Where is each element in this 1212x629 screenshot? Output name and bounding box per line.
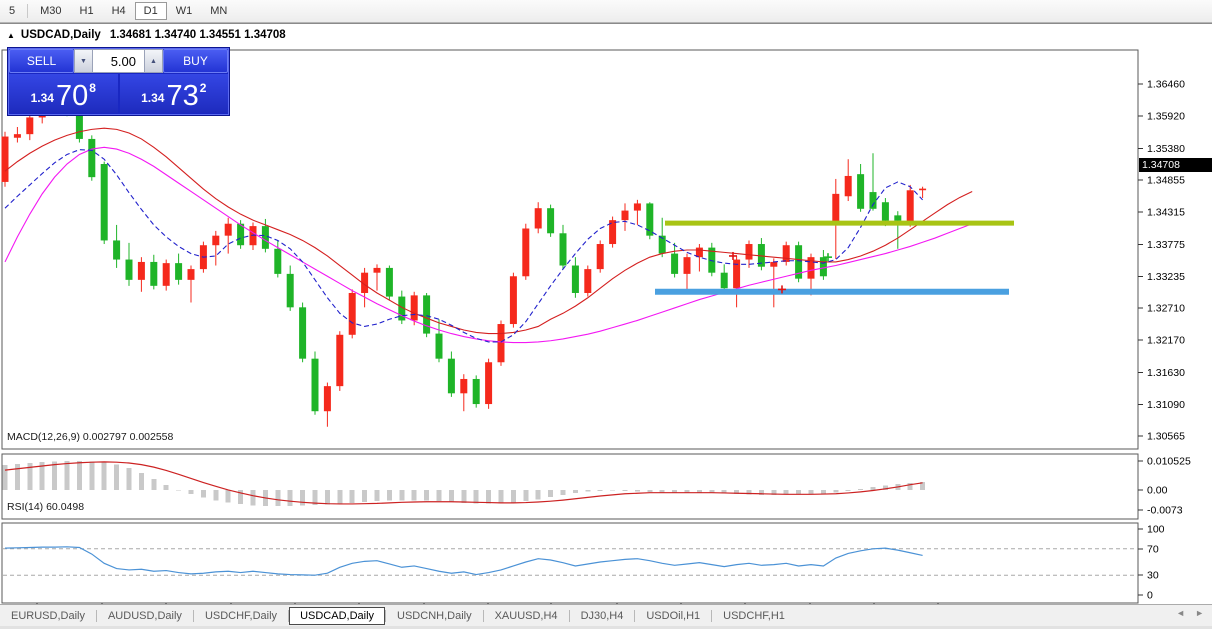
buy-price-big: 73 <box>166 80 199 112</box>
symbol-tab-USDCAD-Daily[interactable]: USDCAD,Daily <box>289 607 386 625</box>
tab-divider <box>288 610 290 622</box>
svg-text:1.32170: 1.32170 <box>1147 335 1185 347</box>
macd-series <box>2 461 926 507</box>
tab-scroll-right-icon[interactable]: ► <box>1195 608 1204 618</box>
chart-canvas[interactable]: 1.36460 1.35920 1.35380 1.34855 1.34315 1.337… <box>0 46 1212 628</box>
macd-indicator-label: MACD(12,26,9) 0.002797 0.002558 <box>7 431 174 443</box>
ohlc-values: 1.34681 1.34740 1.34551 1.34708 <box>109 29 286 41</box>
price-axis: 1.36460 1.35920 1.35380 1.34855 1.34315 1.337… <box>1138 79 1191 602</box>
trendlines <box>655 220 1014 295</box>
symbol-tab-AUDUSD-Daily[interactable]: AUDUSD,Daily <box>107 610 182 622</box>
tab-divider <box>385 610 387 622</box>
rsi-indicator-label: RSI(14) 60.0498 <box>7 501 85 513</box>
volume-increase-button[interactable]: ▲ <box>144 49 163 73</box>
svg-text:100: 100 <box>1147 524 1165 536</box>
sell-price-pip: 8 <box>89 81 96 95</box>
svg-text:-0.0073: -0.0073 <box>1147 505 1183 517</box>
buy-price-base: 1.34 <box>141 91 165 105</box>
symbol-tab-USDOil-H1[interactable]: USDOil,H1 <box>646 610 701 622</box>
volume-decrease-button[interactable]: ▼ <box>74 49 93 73</box>
svg-text:30: 30 <box>1147 570 1159 582</box>
symbol-tab-bar: EURUSD,Daily AUDUSD,Daily USDCHF,Daily USDC… <box>0 604 1212 627</box>
volume-input[interactable] <box>93 49 144 73</box>
tab-divider <box>95 610 97 622</box>
svg-text:1.31630: 1.31630 <box>1147 367 1185 379</box>
ma-magenta-line <box>4 146 973 344</box>
sell-price-big: 70 <box>55 80 89 112</box>
tab-scroll-controls: ◄ ► <box>1176 608 1204 618</box>
tab-divider <box>568 610 570 622</box>
sell-price-base: 1.34 <box>30 91 54 105</box>
symbol-tab-USDCNH-Daily[interactable]: USDCNH,Daily <box>397 610 472 622</box>
chart-window: 1.36460 1.35920 1.35380 1.34855 1.34315 1.337… <box>0 23 1212 623</box>
tab-divider <box>482 610 484 622</box>
timeframe-button-5[interactable]: 5 <box>9 5 16 17</box>
symbol-tab-DJ30-H4[interactable]: DJ30,H4 <box>580 610 624 622</box>
ma-lines <box>4 127 973 344</box>
rsi-pane[interactable] <box>1 522 1139 604</box>
one-click-trade-panel: SELL ▼ ▲ BUY 1.34 70 8 1.34 73 2 <box>7 47 230 116</box>
timeframe-button-W1[interactable]: W1 <box>175 5 193 17</box>
timeframe-toolbar: 5 M30 H1 H4 D1 W1 MN <box>0 0 1212 23</box>
bid-price-tag: 1.34708 <box>1139 158 1212 172</box>
timeframe-button-M30[interactable]: M30 <box>40 5 62 17</box>
ma-blue-line <box>4 149 923 343</box>
svg-text:0.00: 0.00 <box>1147 484 1168 496</box>
svg-text:1.33235: 1.33235 <box>1147 271 1185 283</box>
symbol-tab-USDCHF-H1[interactable]: USDCHF,H1 <box>723 610 785 622</box>
symbol-tab-EURUSD-Daily[interactable]: EURUSD,Daily <box>11 610 85 622</box>
chart-title-bar: ▲ USDCAD,Daily 1.34681 1.34740 1.34551 1… <box>7 29 286 41</box>
status-strip <box>0 626 1212 629</box>
timeframe-button-H1[interactable]: H1 <box>79 5 94 17</box>
toolbar-divider <box>27 4 29 18</box>
rsi-levels <box>3 548 1138 576</box>
pane-frames <box>1 49 1139 604</box>
timeframe-button-D1[interactable]: D1 <box>134 2 167 20</box>
svg-text:0.010525: 0.010525 <box>1147 456 1191 468</box>
tab-divider <box>634 610 636 622</box>
svg-text:1.31090: 1.31090 <box>1147 399 1185 411</box>
collapse-icon[interactable]: ▲ <box>7 30 15 40</box>
timeframe-button-H4[interactable]: H4 <box>111 5 126 17</box>
buy-price-tile[interactable]: 1.34 73 2 <box>119 74 228 113</box>
sell-button[interactable]: SELL <box>9 49 74 73</box>
buy-button[interactable]: BUY <box>163 49 228 73</box>
chart-markers <box>729 251 832 294</box>
svg-text:1.34315: 1.34315 <box>1147 207 1185 219</box>
svg-text:1.35380: 1.35380 <box>1147 143 1185 155</box>
svg-text:1.33775: 1.33775 <box>1147 239 1185 251</box>
svg-text:1.32710: 1.32710 <box>1147 302 1185 314</box>
macd-pane[interactable] <box>1 453 1139 520</box>
svg-text:1.34855: 1.34855 <box>1147 174 1185 186</box>
symbol-title: USDCAD,Daily <box>20 29 101 41</box>
timeframe-button-MN[interactable]: MN <box>210 5 228 17</box>
svg-text:0: 0 <box>1147 590 1153 602</box>
tab-scroll-left-icon[interactable]: ◄ <box>1176 608 1186 618</box>
svg-text:1.30565: 1.30565 <box>1147 431 1185 443</box>
tab-divider <box>711 610 713 622</box>
rsi-series <box>4 546 923 576</box>
sell-price-tile[interactable]: 1.34 70 8 <box>9 74 118 113</box>
price-pane[interactable] <box>1 49 1139 450</box>
ma-red-line <box>4 127 973 335</box>
svg-text:70: 70 <box>1147 543 1159 555</box>
symbol-tab-XAUUSD-H4[interactable]: XAUUSD,H4 <box>494 610 558 622</box>
buy-price-pip: 2 <box>199 81 207 95</box>
symbol-tab-USDCHF-Daily[interactable]: USDCHF,Daily <box>204 610 278 622</box>
svg-text:1.35920: 1.35920 <box>1147 111 1185 123</box>
svg-text:1.36460: 1.36460 <box>1147 79 1185 91</box>
tab-divider <box>192 610 194 622</box>
